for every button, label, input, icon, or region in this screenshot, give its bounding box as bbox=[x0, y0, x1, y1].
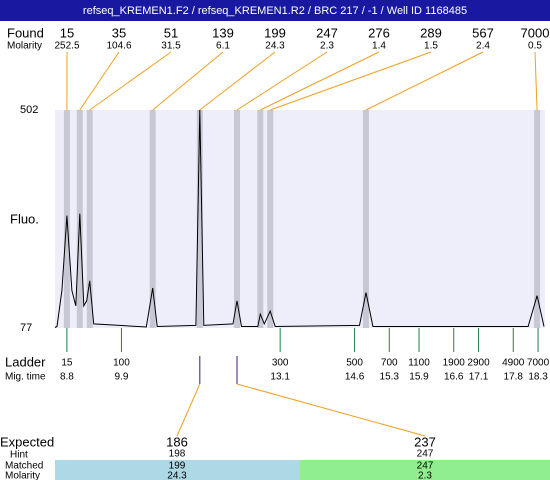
ladder-label: Ladder bbox=[5, 354, 46, 369]
ladder-time: 9.9 bbox=[115, 372, 129, 383]
y-tick-label: 77 bbox=[20, 322, 32, 334]
found-molarity: 2.3 bbox=[320, 41, 334, 52]
ladder-time: 18.3 bbox=[528, 372, 548, 383]
y-label: Fluo. bbox=[10, 211, 39, 226]
ladder-size: 500 bbox=[346, 358, 363, 369]
expected-molarity: 24.3 bbox=[167, 471, 187, 480]
peak-band bbox=[362, 110, 369, 328]
peak-connector bbox=[79, 51, 120, 111]
found-molarity: 1.4 bbox=[372, 41, 386, 52]
ladder-time: 15.3 bbox=[380, 372, 400, 383]
found-size: 276 bbox=[368, 25, 390, 40]
found-size: 289 bbox=[420, 25, 442, 40]
mig-time-label: Mig. time bbox=[5, 372, 46, 383]
peak-connector bbox=[152, 51, 224, 111]
hint-label: Hint bbox=[10, 450, 28, 461]
ladder-time: 8.8 bbox=[60, 372, 74, 383]
found-size: 7000 bbox=[521, 25, 550, 40]
peak-band bbox=[86, 110, 93, 328]
peak-connector bbox=[89, 51, 172, 111]
ladder-time: 16.6 bbox=[444, 372, 464, 383]
found-molarity: 252.5 bbox=[54, 41, 79, 52]
matched-label: Matched bbox=[5, 461, 43, 472]
ladder-size: 7000 bbox=[527, 358, 550, 369]
found-molarity: 6.1 bbox=[216, 41, 230, 52]
expected-size: 237 bbox=[414, 434, 436, 449]
peak-connector bbox=[236, 51, 328, 111]
peak-band bbox=[267, 110, 274, 328]
y-tick-label: 502 bbox=[20, 104, 38, 116]
found-molarity: 104.6 bbox=[106, 41, 131, 52]
expected-hint: 247 bbox=[417, 449, 434, 460]
molarity-label: Molarity bbox=[7, 41, 42, 52]
plot-area bbox=[55, 110, 545, 328]
found-molarity: 1.5 bbox=[424, 41, 438, 52]
found-size: 199 bbox=[264, 25, 286, 40]
found-size: 139 bbox=[212, 25, 234, 40]
title-bar bbox=[0, 0, 550, 21]
found-size: 247 bbox=[316, 25, 338, 40]
ladder-size: 300 bbox=[272, 358, 289, 369]
found-molarity: 0.5 bbox=[528, 41, 542, 52]
expected-connector bbox=[176, 383, 201, 437]
found-label: Found bbox=[7, 25, 44, 40]
expected-label: Expected bbox=[0, 434, 54, 449]
found-molarity: 2.4 bbox=[476, 41, 490, 52]
molarity-label: Molarity bbox=[5, 471, 40, 480]
expected-size: 186 bbox=[166, 434, 188, 449]
ladder-size: 1900 bbox=[443, 358, 466, 369]
ladder-time: 17.1 bbox=[469, 372, 489, 383]
peak-connector bbox=[365, 51, 484, 111]
found-size: 567 bbox=[472, 25, 494, 40]
found-size: 35 bbox=[112, 25, 126, 40]
peak-connector bbox=[534, 51, 538, 111]
peak-connector bbox=[199, 51, 276, 111]
ladder-size: 2900 bbox=[467, 358, 490, 369]
ladder-size: 1100 bbox=[408, 358, 430, 369]
found-molarity: 24.3 bbox=[265, 41, 285, 52]
ladder-size: 15 bbox=[61, 358, 73, 369]
title: refseq_KREMEN1.F2 / refseq_KREMEN1.R2 / … bbox=[83, 5, 467, 17]
ladder-size: 700 bbox=[381, 358, 398, 369]
ladder-size: 4900 bbox=[502, 358, 525, 369]
peak-band bbox=[257, 110, 264, 328]
ladder-size: 100 bbox=[113, 358, 130, 369]
ladder-time: 14.6 bbox=[345, 372, 365, 383]
ladder-time: 15.9 bbox=[409, 372, 429, 383]
peak-band bbox=[196, 110, 203, 328]
found-molarity: 31.5 bbox=[161, 41, 181, 52]
expected-hint: 198 bbox=[169, 449, 186, 460]
peak-band bbox=[234, 110, 241, 328]
expected-matched: 247 bbox=[417, 461, 434, 472]
expected-band bbox=[55, 460, 300, 480]
peak-connector bbox=[270, 51, 432, 111]
peak-band bbox=[149, 110, 156, 328]
found-size: 15 bbox=[60, 25, 74, 40]
ladder-time: 17.8 bbox=[504, 372, 524, 383]
expected-molarity: 2.3 bbox=[418, 471, 432, 480]
ladder-time: 13.1 bbox=[270, 372, 290, 383]
peak-band bbox=[534, 110, 541, 328]
expected-band bbox=[300, 460, 550, 480]
expected-matched: 199 bbox=[169, 461, 186, 472]
peak-connector bbox=[260, 51, 380, 111]
found-size: 51 bbox=[164, 25, 178, 40]
trace bbox=[54, 109, 545, 328]
expected-connector bbox=[236, 383, 426, 437]
